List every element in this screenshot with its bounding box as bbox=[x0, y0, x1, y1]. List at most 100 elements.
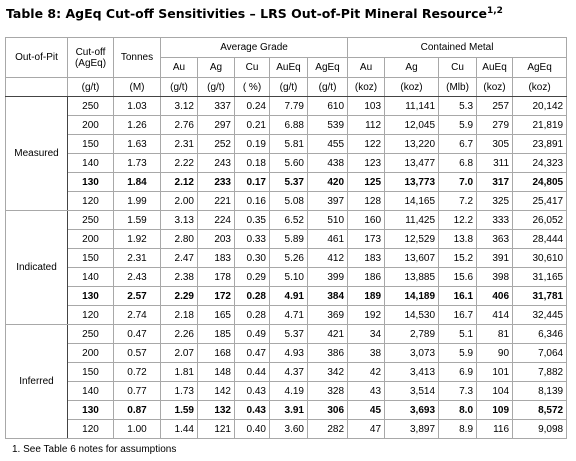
cell: 1.03 bbox=[113, 96, 161, 116]
cell: 2.26 bbox=[160, 324, 198, 344]
cell: 0.87 bbox=[113, 400, 161, 420]
cutoff-label: Cut-off bbox=[75, 46, 106, 58]
cell: 317 bbox=[476, 172, 514, 192]
cell: 123 bbox=[347, 153, 386, 173]
cell: 178 bbox=[197, 267, 235, 287]
cell: 2.29 bbox=[160, 286, 198, 306]
cell: 2.00 bbox=[160, 191, 198, 211]
cell: 510 bbox=[306, 210, 349, 230]
cell: 2.80 bbox=[160, 229, 198, 249]
cell: 3.60 bbox=[269, 419, 308, 439]
cell: 1.59 bbox=[113, 210, 161, 230]
cell: 189 bbox=[347, 286, 386, 306]
metal-header: Cu bbox=[438, 57, 478, 78]
cell: 398 bbox=[476, 267, 514, 287]
cell: 0.43 bbox=[234, 381, 270, 401]
cell: 420 bbox=[306, 172, 349, 192]
cell: 120 bbox=[67, 419, 114, 439]
unit-header: (g/t) bbox=[197, 77, 235, 97]
cell: 3.91 bbox=[269, 400, 308, 420]
cell: 20,142 bbox=[512, 96, 568, 116]
cell: 6.8 bbox=[438, 153, 478, 173]
cell: 11,141 bbox=[384, 96, 440, 116]
cell: 11,425 bbox=[384, 210, 440, 230]
cell: 4.93 bbox=[269, 343, 308, 363]
cell: 6.88 bbox=[269, 115, 308, 135]
cell: 128 bbox=[347, 191, 386, 211]
cell: 5.37 bbox=[269, 172, 308, 192]
metal-header: AgEq bbox=[512, 57, 568, 78]
data-row: 130 1.84 2.12 233 0.17 5.37 420 125 13,773 7.0 317… bbox=[6, 172, 568, 192]
cell: 112 bbox=[347, 115, 386, 135]
unit-header: (g/t) bbox=[160, 77, 198, 97]
unit-header: (koz) bbox=[512, 77, 568, 97]
cell: 1.73 bbox=[160, 381, 198, 401]
cell: 1.99 bbox=[113, 191, 161, 211]
cell: 1.73 bbox=[113, 153, 161, 173]
cell: 399 bbox=[306, 267, 349, 287]
cell: 0.40 bbox=[234, 419, 270, 439]
cell: 5.26 bbox=[269, 248, 308, 268]
cell: 0.44 bbox=[234, 362, 270, 382]
cell: 12,529 bbox=[384, 229, 440, 249]
group-label: Inferred bbox=[5, 324, 68, 439]
cell: 1.44 bbox=[160, 419, 198, 439]
cell: 0.77 bbox=[113, 381, 161, 401]
cell: 130 bbox=[67, 172, 114, 192]
cell: 5.81 bbox=[269, 134, 308, 154]
cell: 0.33 bbox=[234, 229, 270, 249]
cell: 120 bbox=[67, 305, 114, 325]
cell: 414 bbox=[476, 305, 514, 325]
resource-table: Out-of-Pit Cut-off (AgEq) Tonnes Average … bbox=[5, 37, 568, 439]
data-row: 150 1.63 2.31 252 0.19 5.81 455 122 13,220 6.7 305… bbox=[6, 134, 568, 154]
cell: 0.57 bbox=[113, 343, 161, 363]
metal-header: AgEq bbox=[306, 57, 349, 78]
cell: 0.47 bbox=[234, 343, 270, 363]
cell: 279 bbox=[476, 115, 514, 135]
cell: 8.9 bbox=[438, 419, 478, 439]
corner-header: Out-of-Pit bbox=[5, 37, 68, 78]
data-row: 120 2.74 2.18 165 0.28 4.71 369 192 14,530 16.7 41… bbox=[6, 305, 568, 325]
cell: 6.7 bbox=[438, 134, 478, 154]
cell: 31,165 bbox=[512, 267, 568, 287]
cell: 13,477 bbox=[384, 153, 440, 173]
cell: 0.28 bbox=[234, 286, 270, 306]
header-row: (g/t) (M) (g/t) (g/t)( %) (g/t) (g/t) (koz) (ko… bbox=[5, 77, 568, 97]
cell: 2.18 bbox=[160, 305, 198, 325]
cell: 412 bbox=[306, 248, 349, 268]
cell: 140 bbox=[67, 381, 114, 401]
cell: 30,610 bbox=[512, 248, 568, 268]
cell: 192 bbox=[347, 305, 386, 325]
cell: 233 bbox=[197, 172, 235, 192]
cell: 160 bbox=[347, 210, 386, 230]
data-row: 200 0.57 2.07 168 0.47 4.93 386 38 3,073 5.9 90 7,0… bbox=[6, 343, 568, 363]
cell: 2.31 bbox=[113, 248, 161, 268]
cell: 1.63 bbox=[113, 134, 161, 154]
cell: 132 bbox=[197, 400, 235, 420]
header-row: Au Ag Cu AuEq AgEq Au Ag Cu AuEq AgEq bbox=[6, 57, 568, 78]
cell: 257 bbox=[476, 96, 514, 116]
cell: 15.6 bbox=[438, 267, 478, 287]
metal-header: Ag bbox=[197, 57, 235, 78]
cell: 5.60 bbox=[269, 153, 308, 173]
cell: 5.9 bbox=[438, 115, 478, 135]
cell: 6,346 bbox=[512, 324, 568, 344]
cell: 14,165 bbox=[384, 191, 440, 211]
cell: 7.0 bbox=[438, 172, 478, 192]
cell: 252 bbox=[197, 134, 235, 154]
cell: 183 bbox=[197, 248, 235, 268]
cell: 103 bbox=[347, 96, 386, 116]
group-label: Measured bbox=[5, 96, 68, 211]
data-row: 130 0.87 1.59 132 0.43 3.91 306 45 3,693 8.0 109 8,… bbox=[6, 400, 568, 420]
cell: 386 bbox=[306, 343, 349, 363]
data-row: Indicated 250 1.59 3.13 224 0.35 6.52 510 160 11,… bbox=[5, 210, 568, 325]
cell: 9,098 bbox=[512, 419, 568, 439]
cell: 0.49 bbox=[234, 324, 270, 344]
metal-header: AuEq bbox=[476, 57, 514, 78]
cell: 2.31 bbox=[160, 134, 198, 154]
cell: 148 bbox=[197, 362, 235, 382]
cell: 421 bbox=[306, 324, 349, 344]
cell: 200 bbox=[67, 115, 114, 135]
cell: 4.37 bbox=[269, 362, 308, 382]
